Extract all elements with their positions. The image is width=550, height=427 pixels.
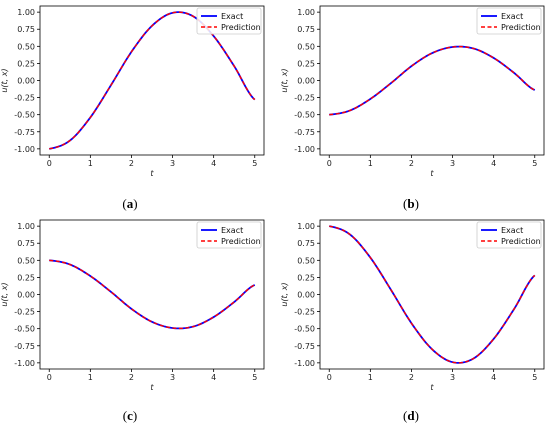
x-tick-label: 1 — [368, 159, 373, 168]
chart-panel-1: 0 1 2 3 4 5 1.00 0.75 0.50 0.25 0.00 -0.25 -0.50 -0.7… — [0, 5, 265, 211]
x-axis-label: t — [150, 169, 154, 178]
x-tick-label: 2 — [129, 159, 134, 168]
legend-label-prediction: Prediction — [501, 237, 541, 246]
y-tick-label: -0.25 — [14, 94, 35, 103]
panel-caption: (c) — [123, 408, 137, 423]
y-axis-label: u(t, x) — [280, 68, 289, 92]
x-tick-label: 3 — [170, 373, 175, 382]
y-tick-label: -0.25 — [294, 94, 315, 103]
y-tick-label: -1.00 — [294, 359, 315, 368]
y-tick-label: 0.00 — [297, 291, 315, 300]
legend-label-exact: Exact — [501, 12, 523, 21]
x-tick-label: 1 — [368, 373, 373, 382]
y-tick-label: -0.50 — [294, 111, 315, 120]
x-axis-label: t — [150, 383, 154, 392]
y-tick-label: 0.00 — [17, 77, 35, 86]
x-tick-label: 2 — [129, 373, 134, 382]
y-tick-label: 0.00 — [297, 77, 315, 86]
x-tick-label: 5 — [252, 373, 257, 382]
x-tick-label: 3 — [450, 159, 455, 168]
y-tick-label: 0.50 — [17, 42, 35, 51]
x-tick-label: 1 — [88, 373, 93, 382]
y-tick-label: -0.50 — [294, 325, 315, 334]
y-tick-label: -1.00 — [14, 359, 35, 368]
y-tick-label: 1.00 — [297, 8, 315, 17]
y-axis-label: u(t, x) — [280, 282, 289, 306]
legend-box — [196, 221, 262, 249]
x-tick-label: 2 — [409, 159, 414, 168]
legend: Exact Prediction — [476, 221, 542, 249]
x-tick-label: 3 — [170, 159, 175, 168]
legend-label-exact: Exact — [221, 226, 243, 235]
y-tick-label: -0.50 — [14, 325, 35, 334]
y-tick-label: 0.25 — [17, 59, 35, 68]
legend-label-prediction: Prediction — [221, 23, 261, 32]
y-tick-label: 1.00 — [17, 222, 35, 231]
y-tick-label: -0.75 — [14, 128, 35, 137]
x-tick-label: 4 — [491, 373, 496, 382]
y-tick-label: 0.25 — [297, 59, 315, 68]
x-tick-label: 5 — [532, 159, 537, 168]
y-tick-label: 0.50 — [297, 256, 315, 265]
y-tick-label: 0.75 — [297, 239, 315, 248]
y-tick-label: 0.75 — [297, 25, 315, 34]
y-tick-label: 0.75 — [17, 239, 35, 248]
x-tick-label: 1 — [88, 159, 93, 168]
y-tick-label: -1.00 — [294, 145, 315, 154]
legend: Exact Prediction — [476, 7, 542, 35]
x-tick-label: 0 — [327, 159, 332, 168]
legend-box — [476, 221, 542, 249]
x-tick-label: 0 — [327, 373, 332, 382]
y-axis-label: u(t, x) — [0, 282, 9, 306]
legend-label-prediction: Prediction — [501, 23, 541, 32]
legend-label-exact: Exact — [221, 12, 243, 21]
series-line-prediction — [329, 225, 536, 364]
legend-box — [196, 7, 262, 35]
y-tick-label: 1.00 — [17, 8, 35, 17]
y-tick-label: -0.50 — [14, 111, 35, 120]
x-tick-label: 5 — [532, 373, 537, 382]
y-tick-label: -0.75 — [294, 128, 315, 137]
y-tick-label: 0.25 — [297, 273, 315, 282]
y-tick-label: -1.00 — [14, 145, 35, 154]
y-tick-label: 0.25 — [17, 273, 35, 282]
y-tick-label: 0.00 — [17, 291, 35, 300]
chart-panel-3: 0 1 2 3 4 5 1.00 0.75 0.50 0.25 0.00 -0.25 -0.50 -0.7… — [0, 219, 265, 423]
y-tick-label: -0.25 — [14, 308, 35, 317]
y-tick-label: 1.00 — [297, 222, 315, 231]
x-tick-label: 0 — [47, 373, 52, 382]
y-tick-label: 0.75 — [17, 25, 35, 34]
x-tick-label: 4 — [211, 159, 216, 168]
x-tick-label: 4 — [211, 373, 216, 382]
y-tick-label: -0.75 — [14, 342, 35, 351]
y-axis-label: u(t, x) — [0, 68, 9, 92]
series-line-exact — [329, 45, 536, 116]
legend-box — [476, 7, 542, 35]
chart-panel-4: 0 1 2 3 4 5 1.00 0.75 0.50 0.25 0.00 -0.25 -0.50 -0.7… — [280, 219, 545, 423]
x-tick-label: 3 — [450, 373, 455, 382]
x-tick-label: 2 — [409, 373, 414, 382]
x-tick-label: 5 — [252, 159, 257, 168]
chart-panel-2: 0 1 2 3 4 5 1.00 0.75 0.50 0.25 0.00 -0.25 -0.50 -0.7… — [280, 5, 545, 211]
legend: Exact Prediction — [196, 221, 262, 249]
x-axis-label: t — [430, 169, 434, 178]
y-tick-label: -0.25 — [294, 308, 315, 317]
y-tick-label: 0.50 — [297, 42, 315, 51]
series-line-prediction — [49, 11, 256, 150]
panel-caption: (d) — [403, 408, 419, 423]
y-tick-label: 0.50 — [17, 256, 35, 265]
legend-label-exact: Exact — [501, 226, 523, 235]
legend: Exact Prediction — [196, 7, 262, 35]
x-tick-label: 4 — [491, 159, 496, 168]
series-line-exact — [49, 259, 256, 330]
y-tick-label: -0.75 — [294, 342, 315, 351]
legend-label-prediction: Prediction — [221, 237, 261, 246]
x-tick-label: 0 — [47, 159, 52, 168]
panel-caption: (a) — [122, 196, 137, 211]
panel-caption: (b) — [403, 196, 419, 211]
x-axis-label: t — [430, 383, 434, 392]
